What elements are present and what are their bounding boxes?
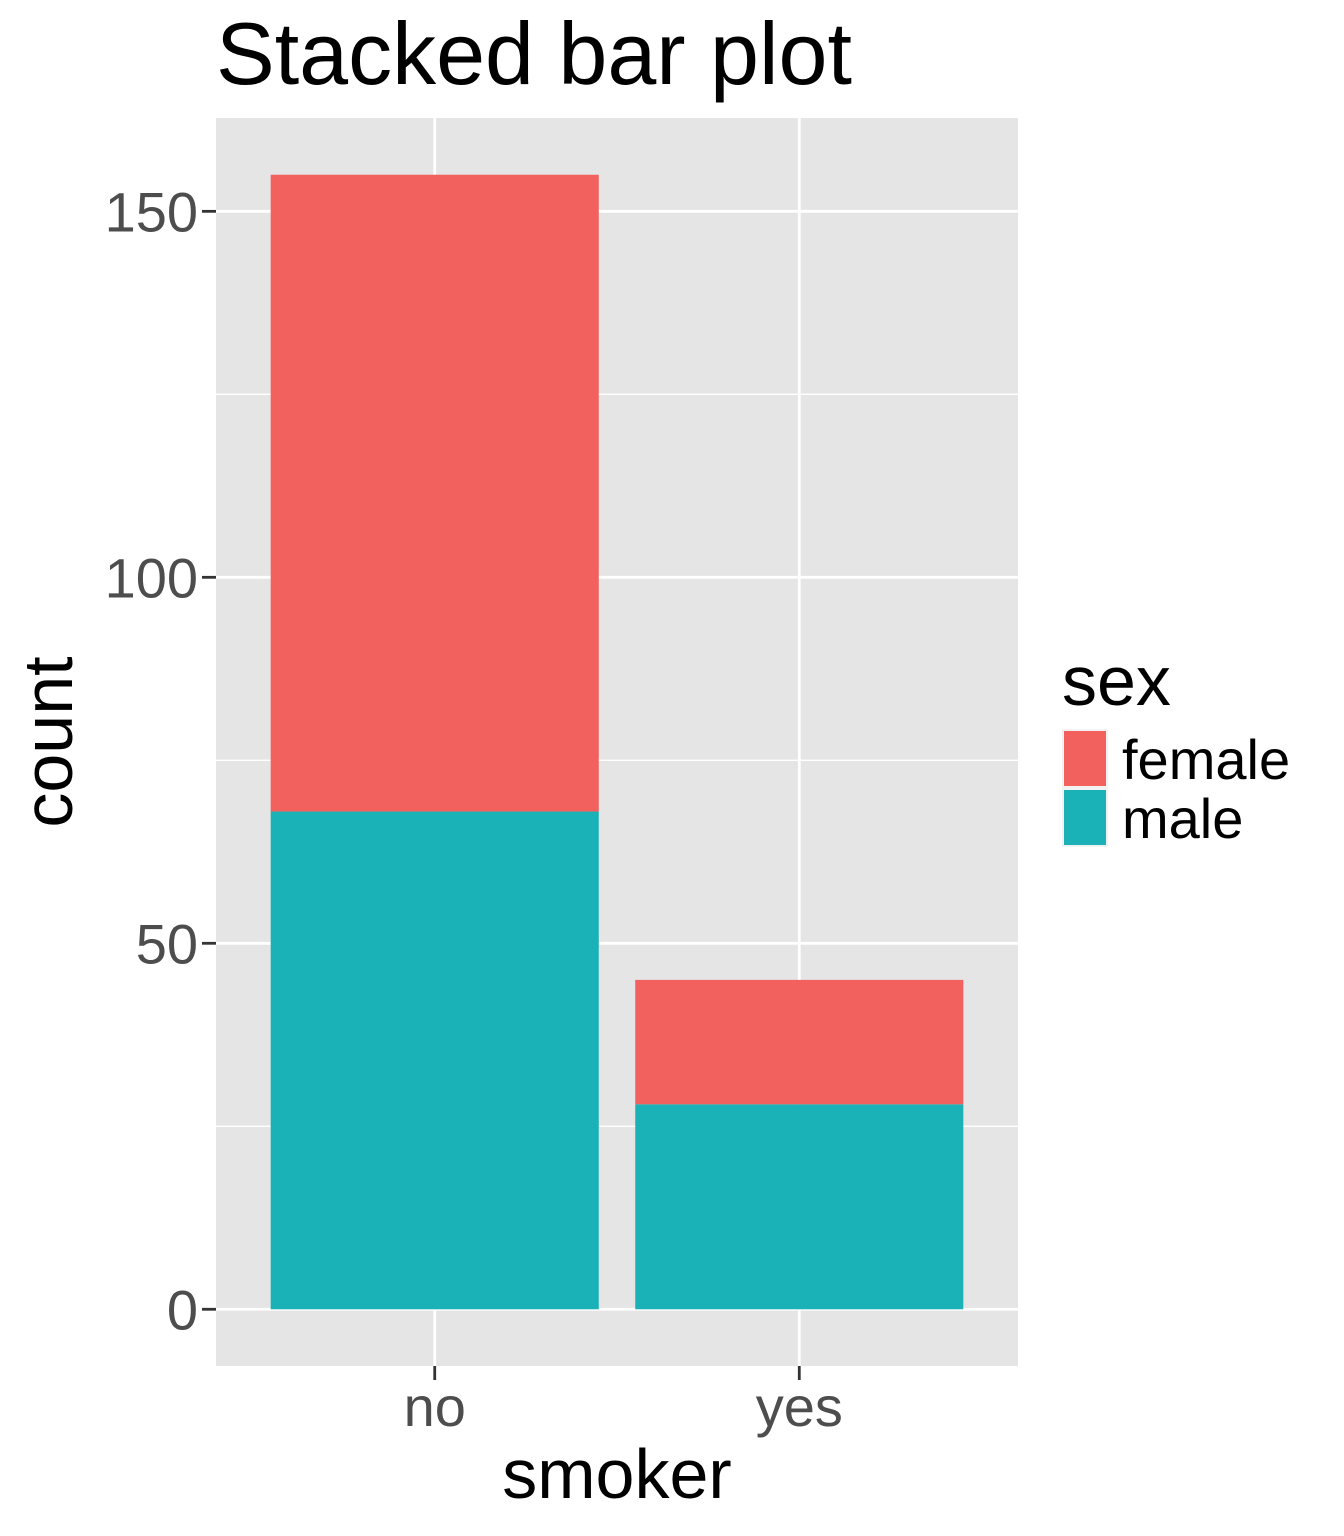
y-tick-label: 0 [167,1278,198,1341]
legend-label-male: male [1122,787,1243,850]
x-axis-title: smoker [502,1435,731,1513]
bar-no-male [270,811,599,1310]
legend-key-male [1064,790,1106,845]
y-tick-label: 100 [105,546,198,609]
y-axis: 0 50 100 150 [105,180,216,1341]
legend-key-female [1064,731,1106,786]
y-tick-label: 50 [136,912,198,975]
legend-title: sex [1062,642,1171,720]
bars [270,174,964,1310]
y-tick-label: 150 [105,180,198,243]
x-axis: no yes [404,1366,843,1438]
bar-yes-female [635,979,964,1105]
y-axis-title: count [9,656,87,827]
x-tick-label: yes [756,1375,843,1438]
x-tick-label: no [404,1375,466,1438]
bar-yes-male [635,1104,964,1310]
chart-title: Stacked bar plot [216,4,852,103]
bar-no-female [270,174,599,812]
legend-label-female: female [1122,728,1290,791]
